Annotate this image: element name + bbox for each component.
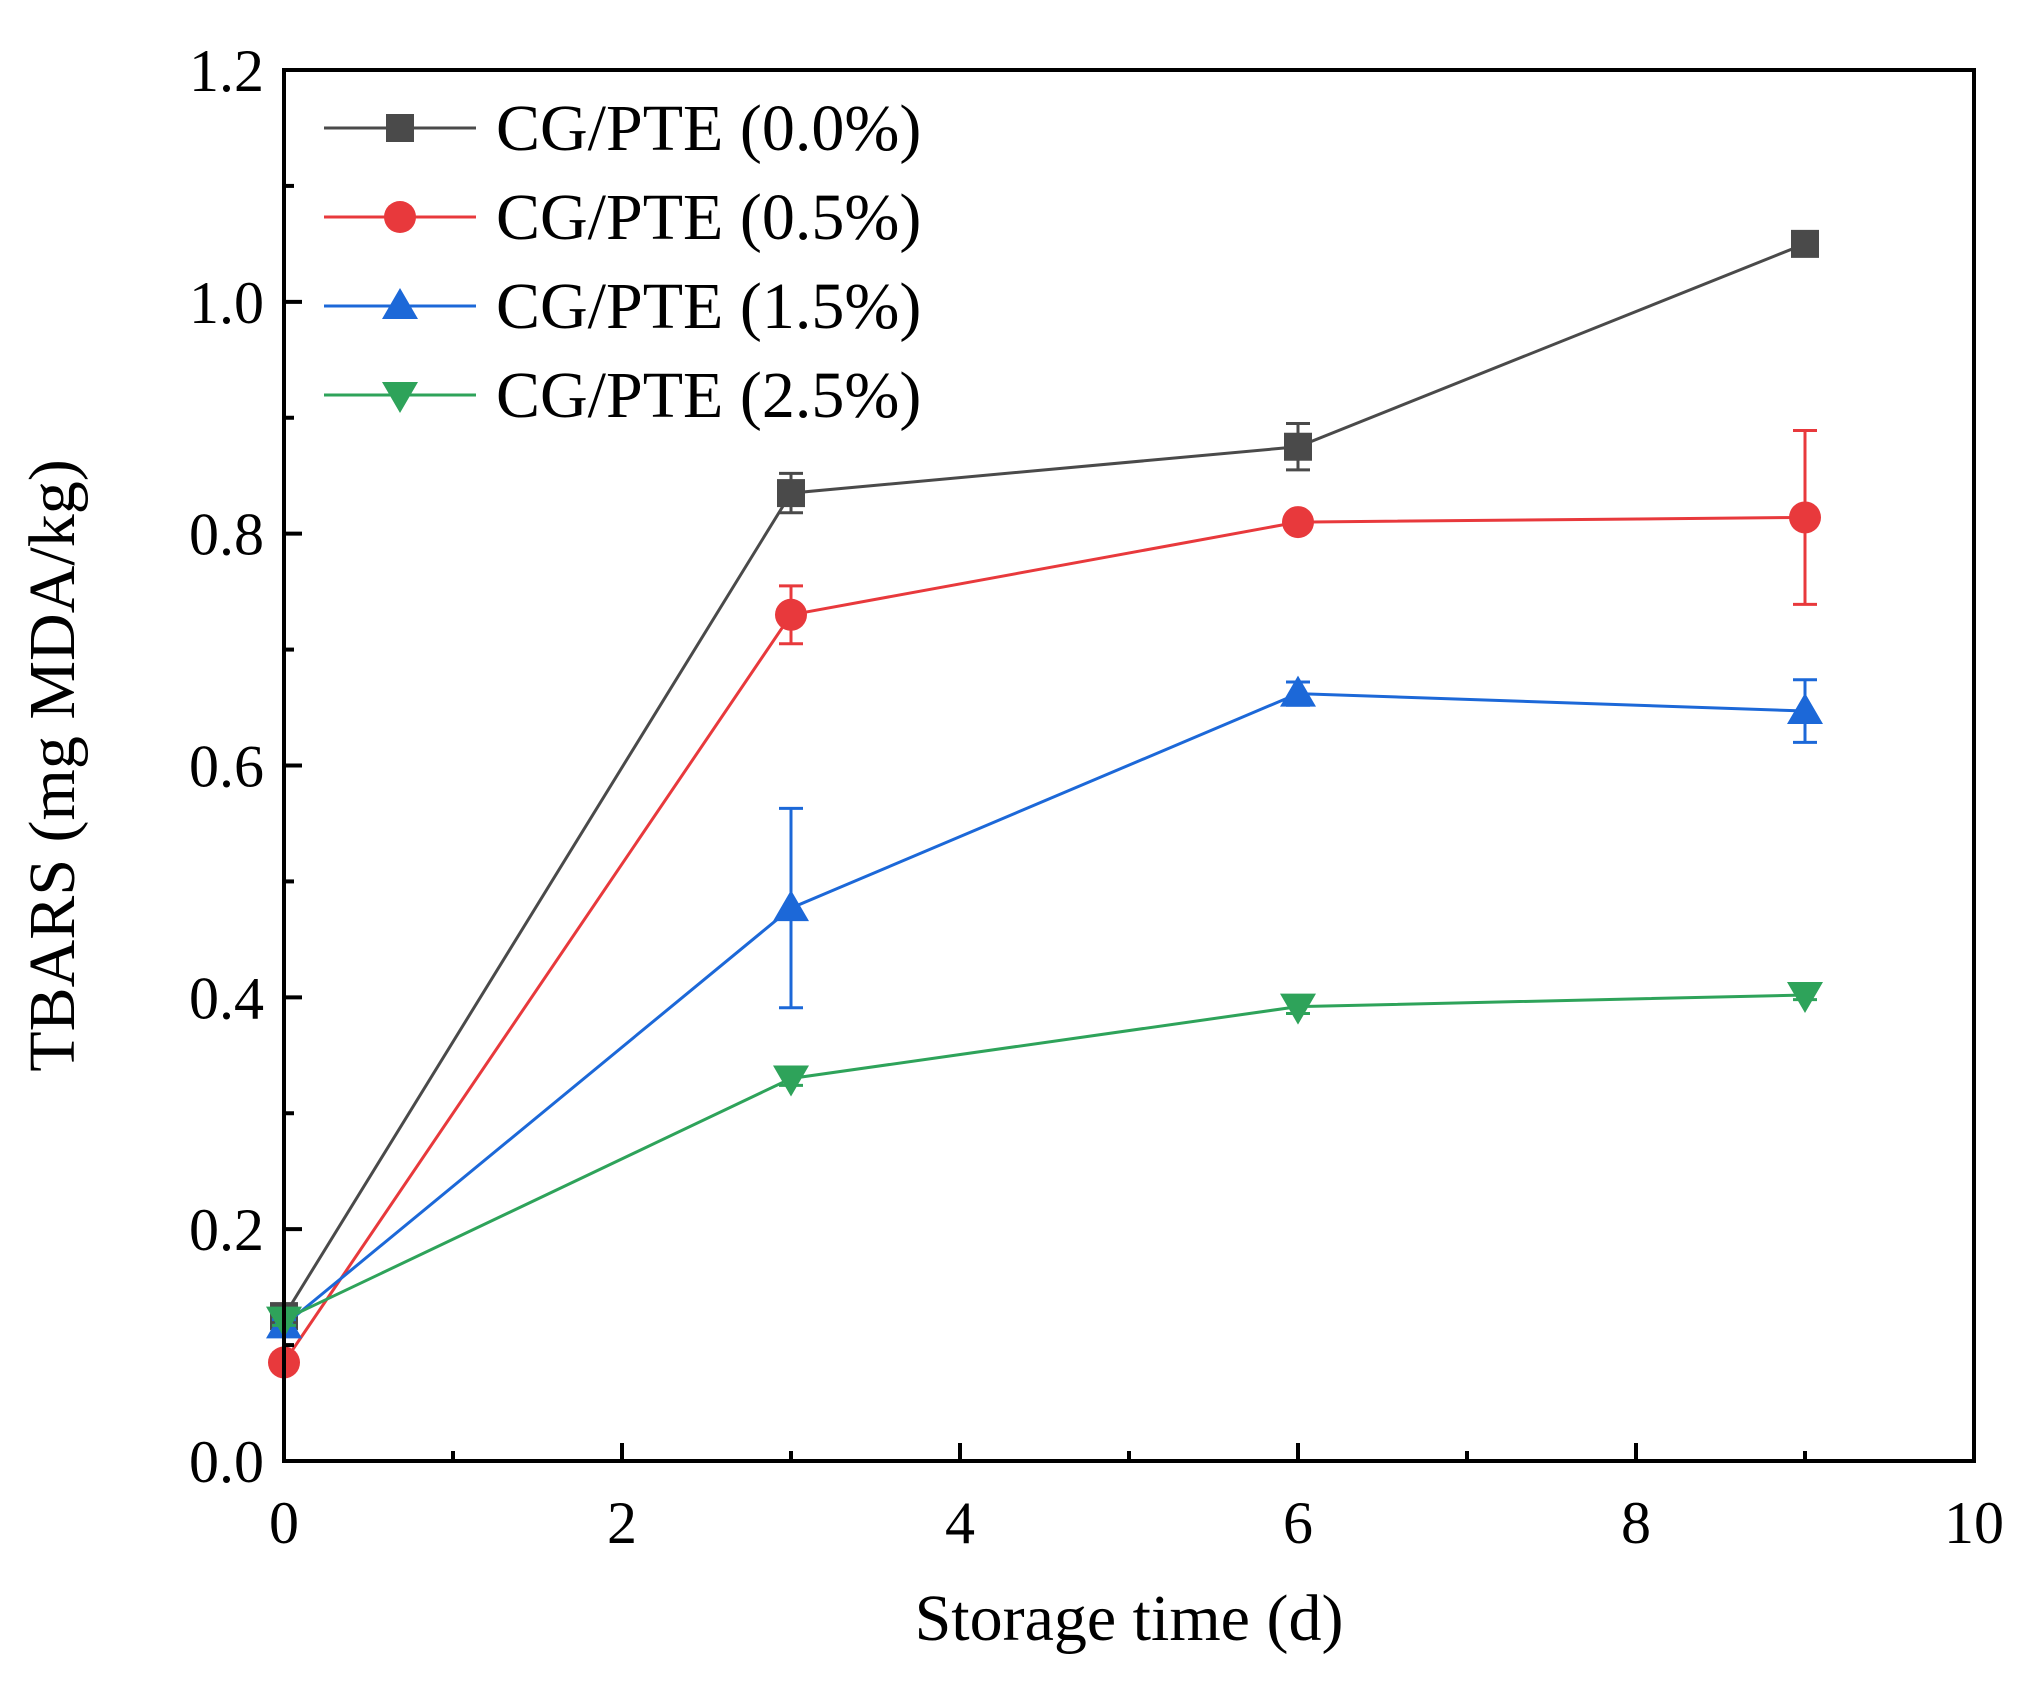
legend-label: CG/PTE (2.5%) <box>496 359 921 432</box>
legend-item-2: CG/PTE (0.5%) <box>324 181 921 254</box>
series-line <box>282 515 1806 1364</box>
y-tick-label: 1.0 <box>189 270 264 336</box>
data-point <box>1789 501 1821 534</box>
x-tick-label: 4 <box>945 1490 975 1556</box>
series-line <box>283 692 1806 1327</box>
x-tick-label: 6 <box>1283 1490 1313 1556</box>
y-tick-labels: 0.0 0.2 0.4 0.6 0.8 1.0 1.2 <box>189 38 264 1495</box>
data-point <box>773 1065 809 1097</box>
legend: CG/PTE (0.0%) CG/PTE (0.5%) CG/PTE (1.5%) C… <box>324 92 921 432</box>
y-tick-label: 0.0 <box>189 1429 264 1495</box>
x-tick-label: 0 <box>269 1490 299 1556</box>
x-tick-label: 10 <box>1944 1490 2004 1556</box>
data-point <box>777 479 805 508</box>
y-tick-label: 0.6 <box>189 734 264 800</box>
data-point <box>775 598 807 631</box>
y-axis-title: TBARS (mg MDA/kg) <box>16 459 89 1071</box>
legend-marker <box>382 288 418 319</box>
data-point <box>1787 982 1823 1014</box>
y-tick-label: 1.2 <box>189 38 264 104</box>
series-layer <box>266 229 1823 1379</box>
legend-label: CG/PTE (1.5%) <box>496 270 921 343</box>
data-point <box>1280 675 1316 707</box>
series-line <box>283 993 1806 1321</box>
y-tick-label: 0.2 <box>189 1197 264 1263</box>
legend-marker <box>384 201 416 233</box>
series-3 <box>266 675 1823 1339</box>
data-point <box>1280 993 1316 1025</box>
series-2 <box>268 429 1821 1379</box>
legend-item-4: CG/PTE (2.5%) <box>324 359 921 432</box>
legend-marker <box>386 114 414 142</box>
data-point <box>1284 432 1312 461</box>
series-line <box>282 242 1806 1317</box>
x-tick-labels: 0 2 4 6 8 10 <box>269 1490 2004 1556</box>
x-tick-label: 8 <box>1621 1490 1651 1556</box>
data-point <box>773 890 809 922</box>
legend-label: CG/PTE (0.5%) <box>496 181 921 254</box>
series-4 <box>266 982 1823 1338</box>
y-tick-label: 0.8 <box>189 502 264 568</box>
data-point <box>1791 229 1819 258</box>
y-tick-label: 0.4 <box>189 965 264 1031</box>
x-tick-label: 2 <box>607 1490 637 1556</box>
legend-marker <box>382 382 418 413</box>
axis-ticks <box>282 68 1976 1463</box>
legend-item-1: CG/PTE (0.0%) <box>324 92 921 165</box>
data-point <box>1282 506 1314 539</box>
data-point <box>1787 693 1823 725</box>
legend-item-3: CG/PTE (1.5%) <box>324 270 921 343</box>
legend-label: CG/PTE (0.0%) <box>496 92 921 165</box>
x-axis-title: Storage time (d) <box>915 1582 1344 1655</box>
